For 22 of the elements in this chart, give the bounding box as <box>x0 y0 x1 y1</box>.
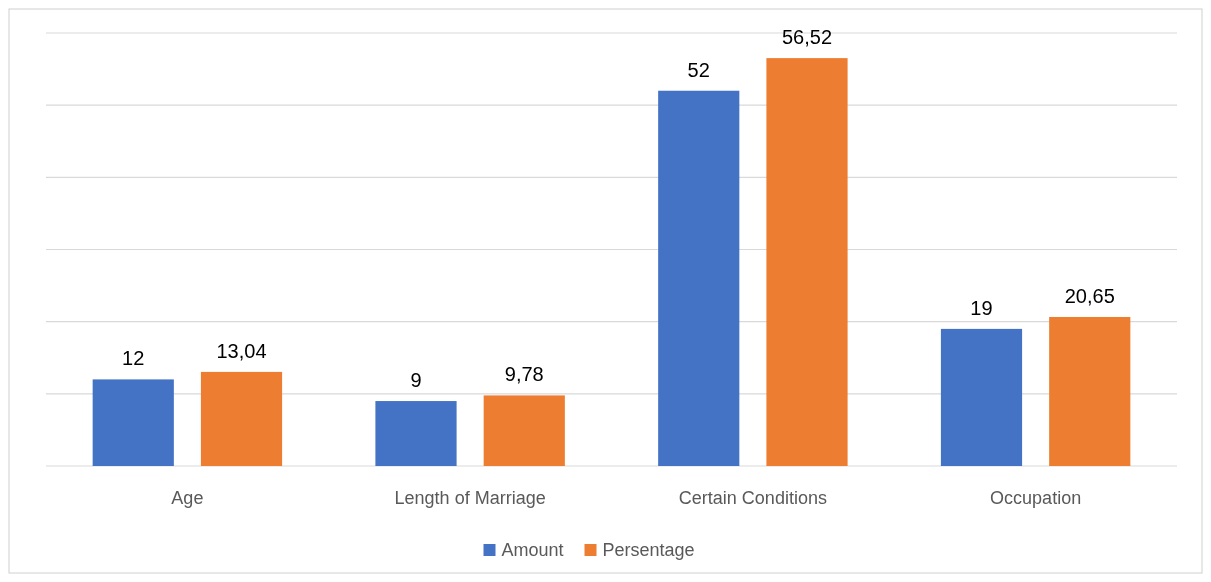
bar <box>200 371 283 466</box>
bar <box>1049 316 1131 466</box>
bar <box>658 90 740 466</box>
data-label: 52 <box>687 58 710 81</box>
data-label: 19 <box>970 296 993 319</box>
x-tick-label: Certain Conditions <box>678 488 827 508</box>
bar <box>766 58 848 466</box>
legend-label: Persentage <box>602 540 695 560</box>
data-label: 13,04 <box>216 339 267 362</box>
data-label: 12 <box>122 347 145 370</box>
legend-label: Amount <box>501 540 564 560</box>
data-label: 56,52 <box>781 26 833 49</box>
data-label: 9 <box>410 369 422 392</box>
bar <box>940 328 1023 466</box>
x-tick-label: Age <box>171 488 204 508</box>
x-tick-label: Length of Marriage <box>394 488 546 508</box>
data-label: 9,78 <box>504 363 544 386</box>
data-label: 20,65 <box>1064 284 1115 307</box>
x-tick-label: Occupation <box>990 488 1082 508</box>
bar <box>375 401 457 466</box>
bar <box>483 395 565 466</box>
bar <box>92 379 174 466</box>
